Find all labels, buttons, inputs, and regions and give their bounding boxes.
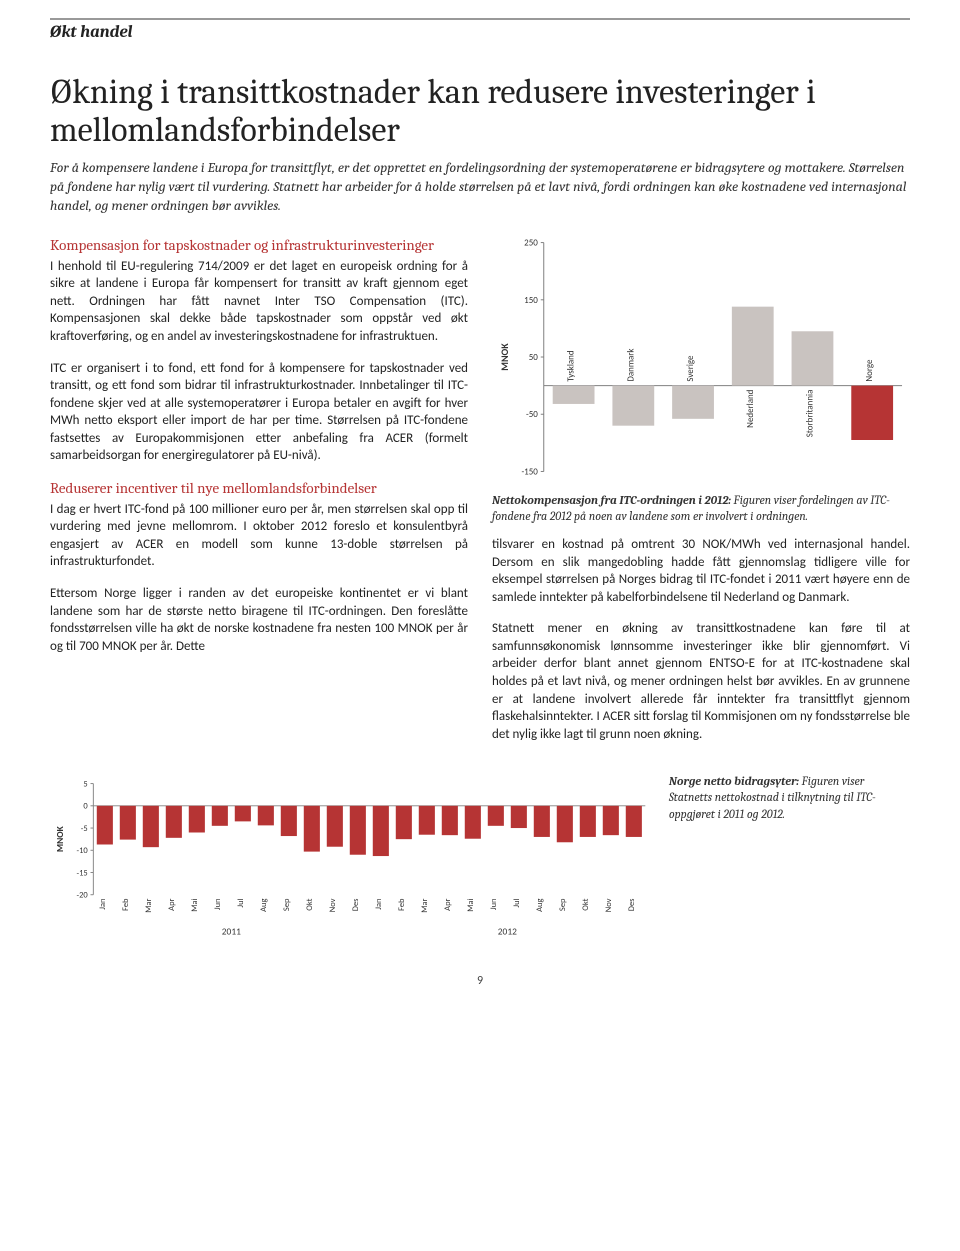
page-number: 9 xyxy=(50,973,910,989)
right-para-1: tilsvarer en kostnad på omtrent 30 NOK/M… xyxy=(492,536,910,606)
chart-2: -20 -15 -10 -5 0 5 MNOK Jan Feb Mar Apr Mai Jun Jul Au… xyxy=(50,773,653,949)
svg-text:Nov: Nov xyxy=(604,898,614,912)
svg-text:Tyskland: Tyskland xyxy=(566,350,577,381)
svg-text:250: 250 xyxy=(524,237,538,248)
svg-text:Feb: Feb xyxy=(121,898,131,911)
left-para-4: Ettersom Norge ligger i randen av det eu… xyxy=(50,585,468,655)
chart-1-caption-bold: Nettokompensasjon fra ITC-ordningen i 20… xyxy=(492,493,731,507)
svg-text:Norge: Norge xyxy=(864,359,875,382)
header-title: Økt handel xyxy=(50,22,910,45)
chart-1-svg: -150 -50 50 150 250 MNOK Tyskland Danmark Sverig… xyxy=(492,236,910,486)
right-column: -150 -50 50 150 250 MNOK Tyskland Danmark Sverig… xyxy=(492,236,910,757)
svg-text:Sep: Sep xyxy=(558,898,568,911)
svg-text:0: 0 xyxy=(83,802,88,812)
page: Økt handel Økning i transittkostnader ka… xyxy=(0,0,960,1013)
svg-text:-50: -50 xyxy=(526,409,538,420)
svg-text:Sep: Sep xyxy=(282,898,292,911)
svg-text:Jan: Jan xyxy=(374,899,384,910)
header-rule xyxy=(50,18,910,20)
svg-text:50: 50 xyxy=(529,352,539,363)
intro-text: For å kompensere landene i Europa for tr… xyxy=(50,159,910,216)
svg-text:Sverige: Sverige xyxy=(685,355,696,382)
svg-text:Apr: Apr xyxy=(167,899,177,911)
svg-text:Mai: Mai xyxy=(190,899,200,912)
left-para-1: I henhold til EU-regulering 714/2009 er … xyxy=(50,258,468,346)
svg-text:Nederland: Nederland xyxy=(745,389,756,428)
svg-text:-5: -5 xyxy=(81,824,88,834)
svg-text:5: 5 xyxy=(83,780,87,790)
svg-text:-15: -15 xyxy=(76,868,87,878)
chart-2-wrap: -20 -15 -10 -5 0 5 MNOK Jan Feb Mar Apr Mai Jun Jul Au… xyxy=(50,773,910,949)
chart-1: -150 -50 50 150 250 MNOK Tyskland Danmark Sverig… xyxy=(492,236,910,486)
svg-text:Jun: Jun xyxy=(213,899,223,911)
svg-text:Storbritannia: Storbritannia xyxy=(804,389,815,437)
svg-text:Okt: Okt xyxy=(581,899,591,911)
left-para-2: ITC er organisert i to fond, ett fond fo… xyxy=(50,360,468,465)
svg-text:MNOK: MNOK xyxy=(54,826,66,853)
svg-text:2011: 2011 xyxy=(222,925,241,937)
chart-1-caption: Nettokompensasjon fra ITC-ordningen i 20… xyxy=(492,492,910,524)
svg-text:Mar: Mar xyxy=(420,899,430,913)
svg-text:Jul: Jul xyxy=(236,899,246,908)
svg-text:Jul: Jul xyxy=(512,899,522,908)
svg-text:-10: -10 xyxy=(76,846,88,856)
svg-text:150: 150 xyxy=(524,295,538,306)
left-column: Kompensasjon for tapskostnader og infras… xyxy=(50,236,468,757)
svg-text:Aug: Aug xyxy=(535,899,545,912)
chart-2-caption-bold: Norge netto bidragsyter: xyxy=(669,774,799,788)
chart-2-svg: -20 -15 -10 -5 0 5 MNOK Jan Feb Mar Apr Mai Jun Jul Au… xyxy=(50,773,653,943)
subheading-2: Reduserer incentiver til nye mellomlands… xyxy=(50,479,468,497)
svg-text:Aug: Aug xyxy=(259,899,269,912)
svg-text:2012: 2012 xyxy=(498,925,517,937)
svg-text:Mar: Mar xyxy=(144,899,154,913)
subheading-1: Kompensasjon for tapskostnader og infras… xyxy=(50,236,468,254)
svg-text:-150: -150 xyxy=(521,466,538,477)
right-para-2: Statnett mener en økning av transittkost… xyxy=(492,620,910,743)
svg-text:Nov: Nov xyxy=(328,898,338,912)
two-column-layout: Kompensasjon for tapskostnader og infras… xyxy=(50,236,910,757)
svg-text:MNOK: MNOK xyxy=(499,343,511,371)
svg-text:Mai: Mai xyxy=(466,899,476,912)
svg-text:Apr: Apr xyxy=(443,899,453,911)
left-para-3: I dag er hvert ITC-fond på 100 millioner… xyxy=(50,501,468,571)
svg-text:Okt: Okt xyxy=(305,899,315,911)
chart-2-caption: Norge netto bidragsyter: Figuren viser S… xyxy=(669,773,910,822)
svg-text:Feb: Feb xyxy=(397,898,407,911)
svg-text:Des: Des xyxy=(351,898,361,911)
svg-text:Des: Des xyxy=(627,898,637,911)
svg-text:Jun: Jun xyxy=(489,899,499,911)
svg-text:-20: -20 xyxy=(76,891,88,901)
svg-text:Danmark: Danmark xyxy=(625,348,636,381)
svg-text:Jan: Jan xyxy=(98,899,108,910)
main-title: Økning i transittkostnader kan redusere … xyxy=(50,73,910,149)
